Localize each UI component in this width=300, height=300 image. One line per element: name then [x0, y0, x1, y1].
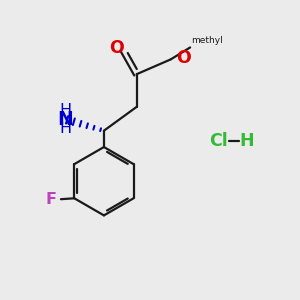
Text: Cl: Cl: [209, 132, 228, 150]
Text: F: F: [45, 192, 56, 207]
Text: N: N: [57, 110, 73, 129]
Text: H: H: [59, 103, 71, 118]
Text: H: H: [239, 132, 254, 150]
Text: H: H: [59, 121, 71, 136]
Text: O: O: [176, 49, 191, 67]
Text: O: O: [109, 39, 124, 57]
Text: methyl: methyl: [192, 36, 224, 45]
